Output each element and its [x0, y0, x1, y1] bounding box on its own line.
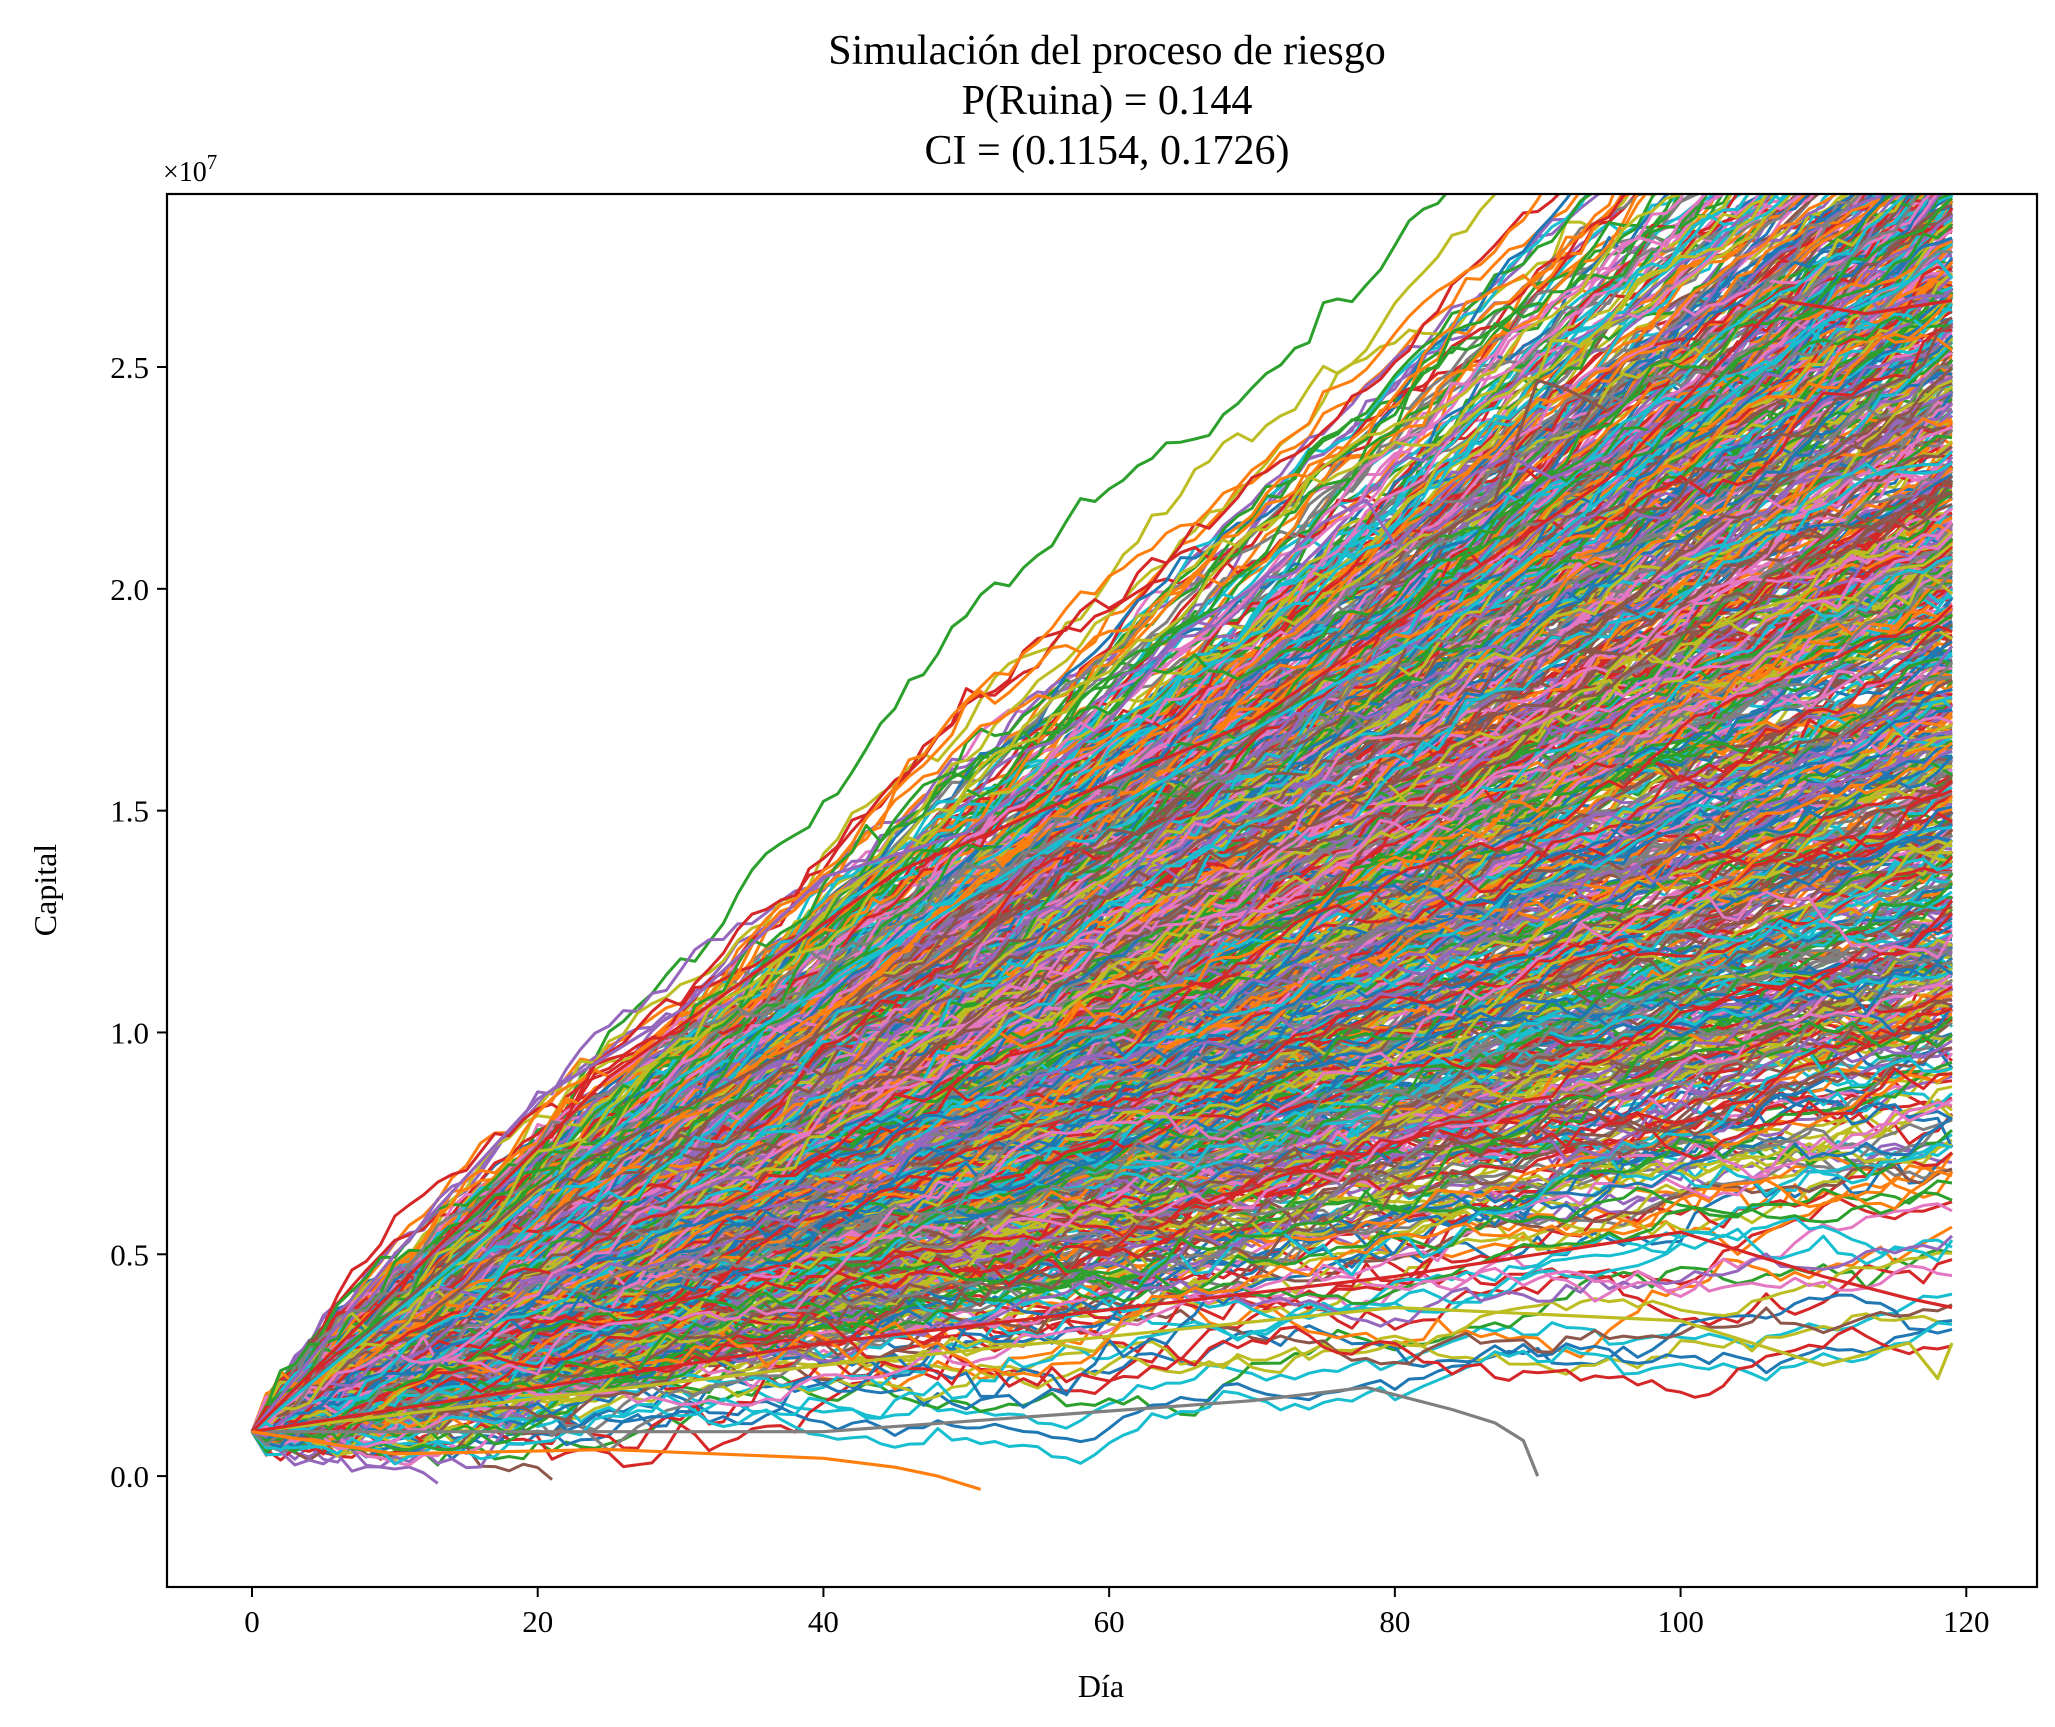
simulation-path	[251, 194, 1602, 1434]
simulation-path	[250, 194, 1631, 1433]
y-axis-label: Capital	[27, 844, 63, 937]
x-tick-label: 0	[244, 1604, 260, 1639]
x-tick-label: 120	[1943, 1604, 1990, 1639]
highlighted-simulation-path	[250, 378, 1610, 1433]
simulation-path	[251, 972, 1953, 1433]
simulation-path	[251, 755, 1954, 1443]
simulation-path	[250, 223, 1954, 1433]
simulation-path	[251, 789, 1953, 1434]
simulation-path	[251, 1061, 1953, 1446]
simulation-path	[251, 450, 1954, 1435]
title-line-1: Simulación del proceso de riesgo	[828, 28, 1386, 74]
simulation-path	[251, 542, 1953, 1433]
simulation-path	[251, 1152, 1953, 1461]
x-tick-label: 60	[1094, 1604, 1125, 1639]
simulation-path	[251, 533, 1954, 1434]
simulation-paths	[250, 194, 1954, 1485]
simulation-path	[252, 746, 1953, 1434]
simulation-path	[251, 1015, 1954, 1442]
simulation-path	[251, 959, 1953, 1444]
chart-title: Simulación del proceso de riesgo P(Ruina…	[828, 28, 1386, 174]
simulation-path	[251, 194, 1804, 1434]
simulation-path	[251, 290, 1953, 1443]
simulation-path	[250, 1321, 1953, 1466]
simulation-path	[251, 1264, 1953, 1451]
highlighted-simulation-path	[250, 258, 1954, 1433]
simulation-path	[251, 805, 1953, 1434]
simulation-path	[250, 645, 1954, 1433]
simulation-path	[250, 341, 1954, 1433]
highlighted-simulation-path	[252, 1385, 1540, 1477]
x-tick-label: 20	[522, 1604, 553, 1639]
highlighted-simulation-path	[250, 410, 1682, 1433]
title-line-2: P(Ruina) = 0.144	[962, 78, 1253, 124]
simulation-path	[251, 194, 1639, 1433]
simulation-path	[251, 890, 1954, 1434]
y-tick-label: 0.5	[110, 1237, 149, 1272]
y-tick-label: 1.5	[110, 794, 149, 829]
simulation-path	[250, 194, 1773, 1433]
simulation-path	[251, 425, 1953, 1434]
simulation-path	[251, 194, 1887, 1434]
simulation-path	[251, 1044, 1954, 1449]
simulation-path	[250, 959, 1953, 1433]
simulation-path	[251, 194, 1919, 1433]
simulation-path	[250, 1169, 1953, 1433]
simulation-path	[250, 194, 1683, 1433]
simulation-path	[250, 661, 1954, 1447]
simulation-path	[251, 695, 1953, 1434]
simulation-path	[251, 194, 1667, 1443]
simulation-path	[250, 604, 1954, 1433]
y-tick-label: 2.5	[110, 350, 149, 385]
simulation-path	[250, 194, 1909, 1433]
y-axis-multiplier-base: ×10	[163, 157, 207, 188]
simulation-path	[251, 839, 1953, 1434]
highlighted-paths	[250, 258, 1954, 1491]
x-axis-ticks: 0 20 40 60 80 100 120	[244, 1587, 1990, 1639]
x-tick-label: 100	[1657, 1604, 1704, 1639]
simulation-path	[251, 379, 1953, 1433]
highlighted-simulation-path	[251, 1230, 1953, 1434]
plot-frame	[165, 192, 2039, 1589]
simulation-path	[251, 194, 1769, 1434]
highlighted-simulation-path	[250, 298, 1953, 1433]
y-axis-multiplier: ×107	[163, 150, 217, 188]
simulation-path	[250, 328, 1953, 1433]
simulation-path	[250, 1138, 1953, 1433]
simulation-path	[250, 445, 1953, 1433]
x-axis-label: Día	[1078, 1668, 1124, 1704]
highlighted-simulation-path	[251, 1430, 982, 1491]
simulation-path	[251, 657, 1953, 1434]
simulation-path	[251, 1248, 1953, 1467]
simulation-path	[251, 839, 1953, 1433]
y-tick-label: 2.0	[110, 572, 149, 607]
y-tick-label: 1.0	[110, 1015, 149, 1050]
y-axis-ticks: 0.0 0.5 1.0 1.5 2.0 2.5	[110, 350, 167, 1494]
highlighted-simulation-path	[251, 1305, 1954, 1434]
simulation-path	[251, 730, 1953, 1439]
x-tick-label: 80	[1379, 1604, 1410, 1639]
simulation-path	[251, 912, 1954, 1435]
x-tick-label: 40	[808, 1604, 839, 1639]
y-tick-label: 0.0	[110, 1459, 149, 1494]
y-axis-multiplier-exponent: 7	[207, 150, 218, 174]
simulation-path	[250, 749, 1953, 1433]
simulation-path	[251, 758, 1953, 1441]
title-line-3: CI = (0.1154, 0.1726)	[924, 128, 1289, 174]
simulation-path	[250, 197, 1954, 1433]
simulation-path	[250, 194, 1888, 1433]
